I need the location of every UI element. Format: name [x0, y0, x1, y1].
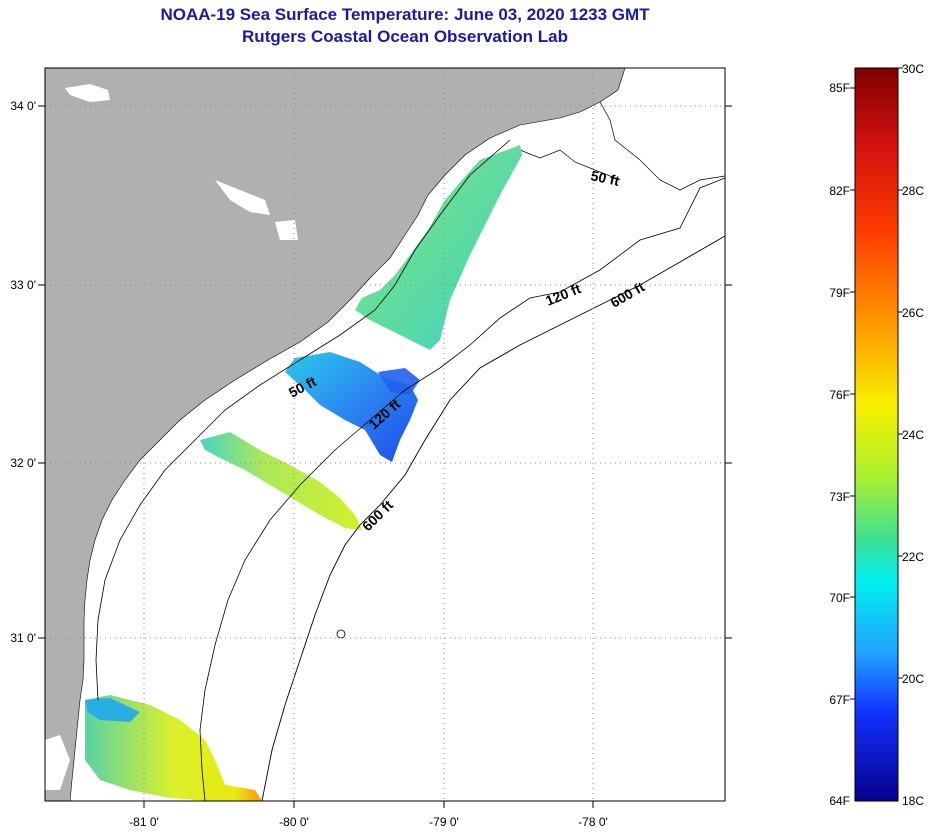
lon-label: -78 0' [578, 815, 608, 829]
colorbar-c-label: 24C [902, 428, 924, 442]
lon-label: -79 0' [429, 815, 459, 829]
colorbar-f-label: 70F [829, 591, 850, 605]
sst-patch-mid [200, 432, 362, 530]
colorbar-f-label: 82F [829, 184, 850, 198]
colorbar-f-label: 76F [829, 388, 850, 402]
colorbar-c-label: 30C [902, 62, 924, 76]
sst-patch-central-2 [378, 368, 420, 395]
isobath-120ft [199, 177, 725, 801]
lat-label: 33 0' [10, 278, 36, 292]
colorbar-f-label: 64F [829, 794, 850, 808]
lat-label: 32 0' [10, 456, 36, 470]
lon-label: -80 0' [279, 815, 309, 829]
map-subtitle: Rutgers Coastal Ocean Observation Lab [242, 27, 568, 46]
lon-label: -81 0' [129, 815, 159, 829]
map-title: NOAA-19 Sea Surface Temperature: June 03… [160, 5, 650, 24]
isobath-50ft [95, 139, 511, 701]
colorbar-f-label: 85F [829, 81, 850, 95]
land-area [45, 68, 626, 801]
colorbar-c-label: 28C [902, 184, 924, 198]
lat-label: 31 0' [10, 631, 36, 645]
sst-patch-north [355, 145, 522, 350]
land-gap-4 [45, 735, 70, 790]
depth-label: 50 ft [589, 167, 621, 189]
colorbar-c-label: 22C [902, 550, 924, 564]
colorbar-c-label: 26C [902, 306, 924, 320]
land-gap-2 [65, 84, 110, 102]
colorbar-c-label: 18C [902, 794, 924, 808]
isobath-600ft [261, 235, 725, 801]
lat-label: 34 0' [10, 99, 36, 113]
coastal-land-ne [599, 101, 725, 191]
colorbar: 85F 82F 79F 76F 73F 70F 67F 64F 30C 28C … [829, 62, 924, 808]
land-gap-3 [275, 220, 298, 240]
colorbar-f-label: 73F [829, 490, 850, 504]
colorbar-f-label: 79F [829, 286, 850, 300]
land-gap-1 [215, 180, 270, 215]
colorbar-f-label: 67F [829, 693, 850, 707]
colorbar-c-label: 20C [902, 672, 924, 686]
sst-patch-south-blue [85, 698, 140, 722]
